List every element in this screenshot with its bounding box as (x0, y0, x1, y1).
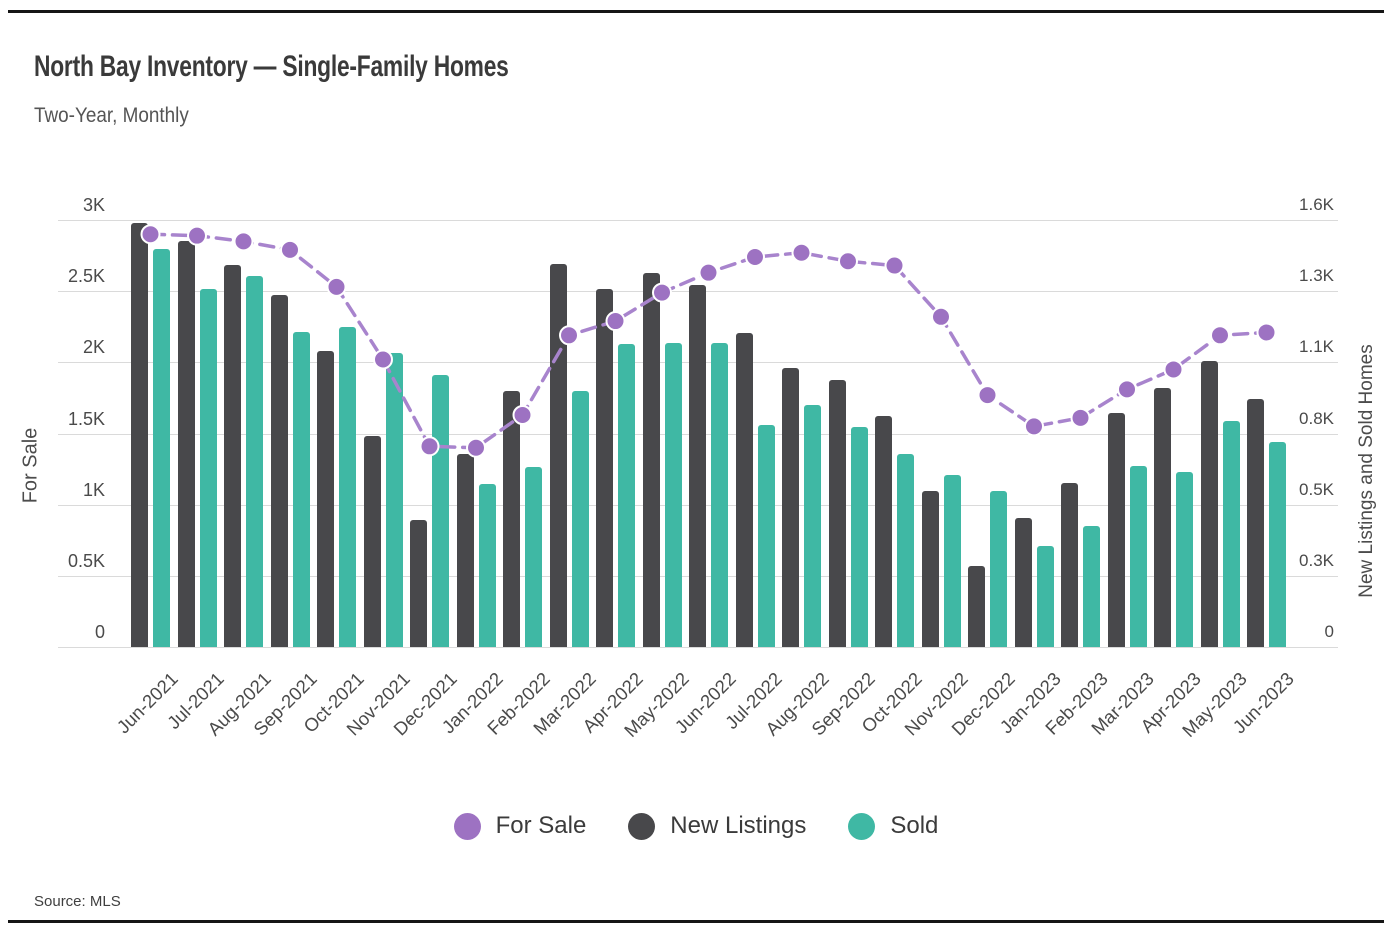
bottom-divider (8, 920, 1384, 923)
source-note: Source: MLS (34, 893, 121, 910)
bar-sold (897, 453, 914, 647)
legend-label-sold: Sold (890, 812, 939, 839)
for-sale-point (698, 262, 719, 283)
bar-new-listings (1061, 482, 1078, 647)
for-sale-point (233, 231, 254, 252)
gridline (58, 220, 1338, 221)
legend-swatch-for-sale (453, 812, 481, 840)
for-sale-point (1210, 325, 1230, 346)
for-sale-point (838, 251, 858, 272)
bar-new-listings (596, 289, 613, 647)
bar-sold (757, 425, 775, 647)
legend-label-for-sale: For Sale (495, 812, 587, 839)
bar-new-listings (1107, 413, 1125, 647)
for-sale-point (326, 276, 347, 297)
bar-new-listings (735, 333, 753, 647)
bar-sold (711, 342, 728, 647)
bar-sold (850, 426, 868, 647)
y-axis-tick-left: 2K (82, 337, 105, 358)
bar-sold (943, 474, 961, 647)
chart-subtitle: Two-Year, Monthly (34, 104, 189, 127)
bar-new-listings (921, 490, 939, 647)
y-axis-tick-right: 1.6K (1299, 195, 1334, 214)
bar-new-listings (782, 368, 799, 647)
left-axis-title: For Sale (19, 427, 42, 504)
bar-new-listings (224, 265, 241, 647)
y-axis-tick-left: 3K (82, 195, 105, 215)
y-axis-tick-right: 1.1K (1299, 337, 1334, 357)
bar-sold (571, 390, 589, 647)
for-sale-point (745, 247, 765, 268)
bar-new-listings (1154, 388, 1171, 647)
bar-new-listings (1247, 398, 1264, 647)
for-sale-point (791, 242, 812, 263)
legend-item-sold: Sold (848, 812, 938, 840)
bar-new-listings (410, 520, 427, 647)
y-axis-tick-left: 1.5K (67, 408, 105, 429)
legend: For Sale New Listings Sold (0, 812, 1392, 840)
bar-sold (1222, 421, 1240, 647)
bar-new-listings (177, 241, 195, 647)
bar-new-listings (456, 453, 474, 647)
bar-sold (664, 342, 682, 647)
bar-sold (339, 326, 356, 647)
bar-sold (432, 374, 449, 647)
y-axis-tick-left: 2.5K (67, 266, 105, 287)
for-sale-point (977, 385, 998, 406)
bar-new-listings (875, 416, 892, 647)
y-axis-tick-right: 0.5K (1299, 479, 1334, 499)
bar-new-listings (549, 264, 567, 647)
y-axis-tick-right: 0.8K (1299, 408, 1334, 428)
bar-sold (1036, 545, 1054, 647)
bar-sold (478, 484, 496, 647)
bar-new-listings (689, 285, 706, 647)
y-axis-tick-right: 1.3K (1299, 266, 1334, 286)
bar-sold (804, 405, 821, 647)
for-sale-point (931, 306, 951, 327)
bar-sold (525, 466, 542, 647)
y-axis-tick-right: 0 (1324, 622, 1334, 641)
y-axis-tick-left: 0 (94, 622, 105, 642)
for-sale-point (884, 255, 905, 276)
bar-sold (990, 490, 1007, 647)
legend-label-new-listings: New Listings (670, 812, 807, 839)
top-divider (8, 10, 1384, 13)
y-axis-tick-left: 1K (82, 479, 105, 500)
bar-new-listings (1200, 361, 1218, 647)
bar-new-listings (642, 273, 660, 647)
bar-new-listings (1014, 517, 1032, 647)
bar-sold (246, 276, 263, 647)
bar-sold (1176, 472, 1193, 647)
for-sale-point (280, 239, 300, 260)
bar-new-listings (503, 390, 520, 647)
bar-new-listings (317, 350, 334, 647)
bar-sold (153, 249, 170, 647)
for-sale-point (1070, 407, 1091, 428)
legend-item-new-listings: New Listings (628, 812, 806, 840)
bar-new-listings (363, 436, 381, 647)
gridline (58, 647, 1338, 648)
chart-title: North Bay Inventory — Single-Family Home… (34, 50, 509, 83)
bar-sold (1269, 441, 1286, 647)
bar-sold (292, 332, 310, 647)
legend-swatch-new-listings (628, 812, 656, 840)
bar-new-listings (828, 380, 846, 647)
bar-new-listings (270, 294, 288, 647)
legend-swatch-sold (848, 812, 876, 840)
bar-new-listings (968, 565, 985, 647)
bar-sold (385, 353, 403, 647)
bar-sold (618, 344, 635, 647)
for-sale-point (1117, 379, 1137, 400)
y-axis-tick-right: 0.3K (1299, 550, 1334, 570)
y-axis-tick-left: 0.5K (67, 550, 105, 571)
right-axis-title: New Listings and Sold Homes (1356, 344, 1377, 598)
bar-sold (199, 289, 217, 647)
legend-item-for-sale: For Sale (453, 812, 587, 840)
bar-new-listings (131, 222, 148, 647)
bar-sold (1083, 525, 1100, 647)
bar-sold (1129, 465, 1147, 647)
